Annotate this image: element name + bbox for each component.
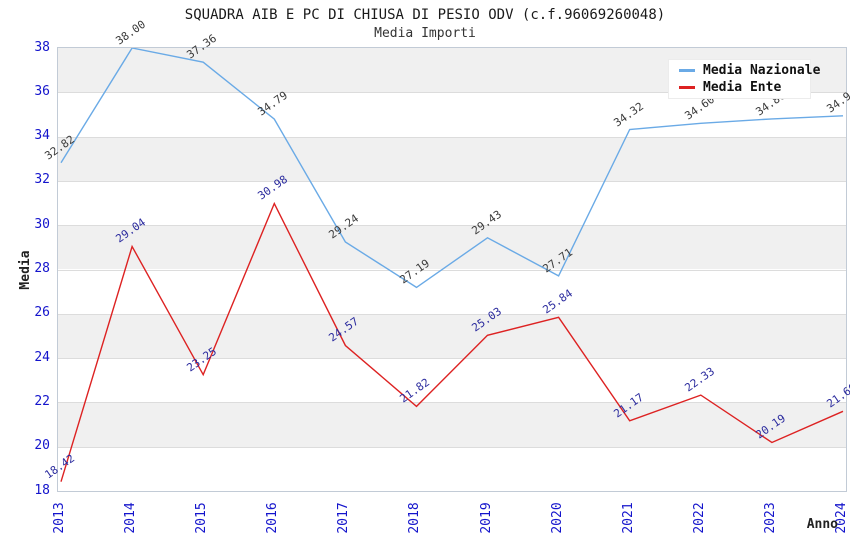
- x-tick-label: 2023: [762, 502, 778, 534]
- x-tick-label: 2022: [691, 502, 707, 534]
- plot-area: [57, 47, 847, 492]
- series-plot: [60, 48, 844, 482]
- x-tick-label: 2014: [123, 502, 139, 534]
- legend-label-ente: Media Ente: [703, 79, 782, 95]
- gridline: [58, 180, 846, 182]
- chart-title: SQUADRA AIB E PC DI CHIUSA DI PESIO ODV …: [184, 7, 666, 23]
- legend-item-media-ente: Media Ente: [669, 80, 810, 95]
- y-tick-label: 38: [34, 39, 50, 55]
- legend-swatch-ente: [679, 85, 695, 89]
- x-tick-label: 2017: [336, 502, 352, 534]
- x-tick-label: 2019: [478, 502, 494, 534]
- x-tick-label: 2020: [549, 502, 565, 534]
- plot-band: [58, 446, 846, 491]
- series-line-media-ente: [60, 201, 844, 482]
- x-tick-label: 2016: [265, 502, 281, 534]
- gridline: [58, 402, 846, 404]
- legend-swatch-nazionale: [679, 69, 695, 73]
- plot-band: [58, 136, 846, 181]
- y-tick-label: 34: [34, 128, 50, 144]
- gridline: [58, 92, 846, 94]
- legend-label-nazionale: Media Nazionale: [703, 63, 821, 79]
- y-tick-label: 36: [34, 83, 50, 99]
- plot-band: [58, 180, 846, 226]
- series-line-media-nazionale: [60, 48, 844, 289]
- legend-item-media-nazionale: Media Nazionale: [669, 63, 820, 78]
- plot-band: [58, 92, 846, 137]
- plot-band: [58, 402, 846, 447]
- plot-band: [58, 269, 846, 314]
- y-tick-label: 26: [34, 305, 50, 321]
- plot-band: [58, 358, 846, 403]
- x-tick-label: 2018: [407, 502, 423, 534]
- y-tick-label: 30: [34, 216, 50, 232]
- y-tick-label: 32: [34, 172, 50, 188]
- y-tick-label: 24: [34, 349, 50, 365]
- x-tick-label: 2015: [194, 502, 210, 534]
- y-tick-label: 20: [34, 438, 50, 454]
- x-axis-label: Anno: [806, 517, 838, 532]
- chart-subtitle: Media Importi: [374, 26, 476, 41]
- x-tick-label: 2021: [620, 502, 636, 534]
- gridline: [58, 225, 846, 227]
- y-tick-label: 18: [34, 482, 50, 498]
- gridline: [58, 269, 846, 271]
- y-tick-label: 22: [34, 393, 50, 409]
- gridline: [58, 313, 846, 315]
- x-tick-label: 2013: [52, 502, 67, 534]
- gridline: [58, 136, 846, 138]
- gridline: [58, 446, 846, 448]
- gridline: [58, 358, 846, 360]
- legend: Media Nazionale Media Ente: [668, 59, 820, 99]
- y-tick-label: 28: [34, 261, 50, 276]
